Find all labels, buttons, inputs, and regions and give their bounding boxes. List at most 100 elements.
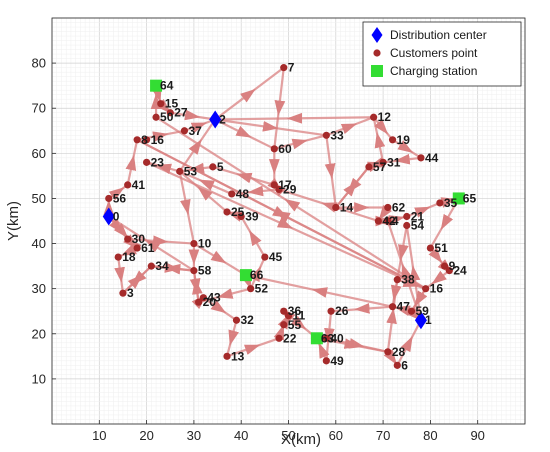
route-segment xyxy=(215,112,374,124)
customer-point-marker xyxy=(223,208,231,216)
y-tick-label: 30 xyxy=(32,281,46,296)
route-segment xyxy=(114,256,125,294)
customer-point-marker xyxy=(322,131,330,139)
customer-point-marker xyxy=(332,203,340,212)
customer-point-marker xyxy=(417,154,425,162)
node-label: 6 xyxy=(401,358,408,372)
route-segment xyxy=(382,153,422,165)
route-segment xyxy=(214,66,285,121)
node-label: 19 xyxy=(397,133,411,147)
y-tick-label: 80 xyxy=(32,56,46,71)
customer-point-marker xyxy=(270,145,278,153)
route-segment xyxy=(215,118,327,137)
node-label: 55 xyxy=(288,318,302,332)
x-tick-label: 30 xyxy=(187,428,201,443)
route-segment xyxy=(170,109,216,121)
node-label: 21 xyxy=(411,209,425,223)
node-label: 26 xyxy=(335,304,349,318)
node-label: 61 xyxy=(141,241,155,255)
route-lines xyxy=(103,66,460,366)
customer-point-marker xyxy=(223,352,231,360)
node-label: 58 xyxy=(198,264,212,278)
route-segment xyxy=(386,279,399,352)
node-label: 9 xyxy=(449,259,456,273)
node-label: 28 xyxy=(392,345,406,359)
y-tick-label: 20 xyxy=(32,326,46,341)
route-segment xyxy=(330,303,393,314)
route-segment xyxy=(214,118,275,150)
customer-point-marker xyxy=(247,285,255,293)
node-label: 48 xyxy=(236,187,250,201)
route-segment xyxy=(410,288,428,312)
customer-point-marker xyxy=(403,212,411,221)
node-label: 27 xyxy=(174,106,188,120)
customer-point-marker xyxy=(124,235,132,243)
customer-point-marker xyxy=(275,185,283,194)
node-label: 42 xyxy=(382,214,396,228)
node-label: 11 xyxy=(293,309,306,323)
node-label: 36 xyxy=(288,304,302,318)
customer-point-marker xyxy=(422,285,430,293)
customer-point-marker xyxy=(114,253,122,261)
node-label: 14 xyxy=(340,200,354,214)
node-label: 34 xyxy=(155,259,169,273)
customer-point-marker xyxy=(237,212,245,221)
node-label: 49 xyxy=(330,354,344,368)
route-segment xyxy=(396,276,427,290)
node-label: 43 xyxy=(207,291,221,305)
customer-point-marker xyxy=(124,181,132,189)
route-segment xyxy=(202,296,238,322)
node-label: 56 xyxy=(113,191,127,205)
route-segment xyxy=(372,117,386,163)
route-segment xyxy=(193,242,247,277)
customer-point-marker xyxy=(143,136,151,144)
node-label: 51 xyxy=(434,241,448,255)
customer-point-marker xyxy=(403,221,411,230)
y-tick-label: 40 xyxy=(32,236,46,251)
route-segment xyxy=(245,274,393,308)
node-label: 8 xyxy=(141,133,148,147)
x-tick-label: 50 xyxy=(281,428,295,443)
node-label: 57 xyxy=(373,160,387,174)
node-label: 24 xyxy=(453,264,467,278)
customer-point-marker xyxy=(261,253,269,261)
customer-point-marker xyxy=(280,307,288,315)
route-segment xyxy=(372,116,394,141)
node-label: 45 xyxy=(269,250,283,264)
customer-point-marker xyxy=(180,127,189,135)
route-segment xyxy=(273,67,286,149)
route-segment xyxy=(396,225,409,280)
customer-point-marker xyxy=(384,203,392,212)
node-label: 50 xyxy=(160,110,174,124)
route-segment xyxy=(192,270,203,303)
node-label: 52 xyxy=(255,282,269,296)
customer-point-marker xyxy=(365,163,373,171)
legend-box xyxy=(362,21,522,87)
customer-point-marker xyxy=(133,136,141,144)
customer-point-marker xyxy=(393,361,401,369)
route-segment xyxy=(226,337,280,358)
node-label: 65 xyxy=(463,191,477,205)
node-label: 40 xyxy=(330,331,344,345)
route-segment xyxy=(225,319,239,357)
node-label: 20 xyxy=(203,295,217,309)
y-tick-label: 10 xyxy=(32,371,46,386)
node-label: 47 xyxy=(397,300,411,314)
route-segment xyxy=(334,166,370,209)
route-segment xyxy=(212,165,275,186)
legend-label: Customers point xyxy=(390,46,478,60)
route-segment xyxy=(425,269,450,290)
node-label: 60 xyxy=(278,142,292,156)
node-label: 16 xyxy=(151,133,165,147)
node-label: 12 xyxy=(378,110,392,124)
customer-point-marker xyxy=(209,163,217,171)
x-tick-label: 40 xyxy=(234,428,248,443)
node-label: 35 xyxy=(444,196,458,210)
x-tick-label: 10 xyxy=(92,428,106,443)
node-label: 37 xyxy=(188,124,202,138)
customer-point-marker xyxy=(445,267,453,275)
customer-point-marker xyxy=(327,307,335,315)
charging-station-marker xyxy=(150,79,163,92)
x-tick-label: 80 xyxy=(423,428,437,443)
